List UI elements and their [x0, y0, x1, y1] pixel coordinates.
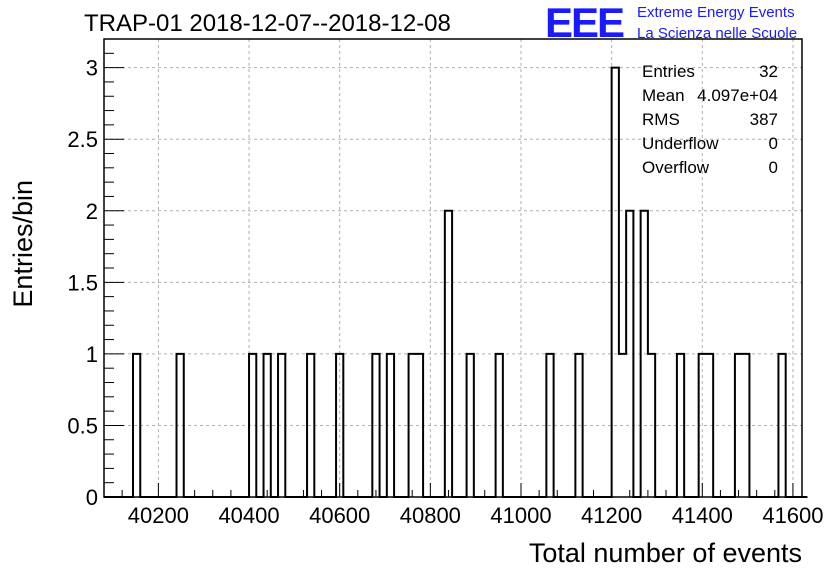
- logo-line-1: Extreme Energy Events: [637, 4, 795, 21]
- y-axis-label: Entries/bin: [8, 180, 38, 308]
- y-tick-label: 2: [86, 199, 98, 224]
- x-tick-label: 40600: [309, 503, 370, 528]
- stat-value: 32: [759, 62, 778, 81]
- y-tick-label: 1.5: [67, 270, 98, 295]
- x-tick-label: 41000: [490, 503, 551, 528]
- stat-label: Overflow: [642, 158, 710, 177]
- stats-box: Entries 32 Mean 4.097e+04 RMS 387 Underf…: [642, 60, 778, 180]
- logo-line-2: La Scienza nelle Scuole: [637, 25, 798, 42]
- y-tick-label: 2.5: [67, 127, 98, 152]
- stat-label: Underflow: [642, 134, 719, 153]
- stat-row-overflow: Overflow 0: [642, 156, 778, 180]
- stat-value: 0: [768, 134, 778, 153]
- x-tick-label: 41200: [581, 503, 642, 528]
- y-tick-label: 3: [86, 56, 98, 81]
- y-tick-label: 0.5: [67, 413, 98, 438]
- stat-row-rms: RMS 387: [642, 108, 778, 132]
- stat-row-underflow: Underflow 0: [642, 132, 778, 156]
- stat-row-entries: Entries 32: [642, 60, 778, 84]
- stat-row-mean: Mean 4.097e+04: [642, 84, 778, 108]
- eee-logo: EEE: [545, 0, 625, 46]
- x-tick-label: 41600: [762, 503, 823, 528]
- x-tick-label: 40400: [218, 503, 279, 528]
- chart-title: TRAP-01 2018-12-07--2018-12-08: [84, 10, 451, 37]
- x-tick-labels: 40200 40400 40600 40800 41000 41200 41400 41600: [128, 503, 824, 528]
- stat-label: Entries: [642, 62, 695, 81]
- stat-label: Mean: [642, 86, 685, 105]
- axis-ticks: [103, 52, 794, 498]
- stat-value: 387: [749, 110, 778, 129]
- x-tick-label: 41400: [672, 503, 733, 528]
- stat-value: 0: [768, 158, 778, 177]
- stat-value: 4.097e+04: [697, 86, 778, 105]
- x-tick-label: 40200: [128, 503, 189, 528]
- stat-label: RMS: [642, 110, 680, 129]
- x-axis-label: Total number of events: [529, 538, 802, 568]
- y-tick-label: 0: [86, 485, 98, 510]
- y-tick-label: 1: [86, 342, 98, 367]
- y-tick-labels: 0 0.5 1 1.5 2 2.5 3: [67, 56, 98, 510]
- x-tick-label: 40800: [400, 503, 461, 528]
